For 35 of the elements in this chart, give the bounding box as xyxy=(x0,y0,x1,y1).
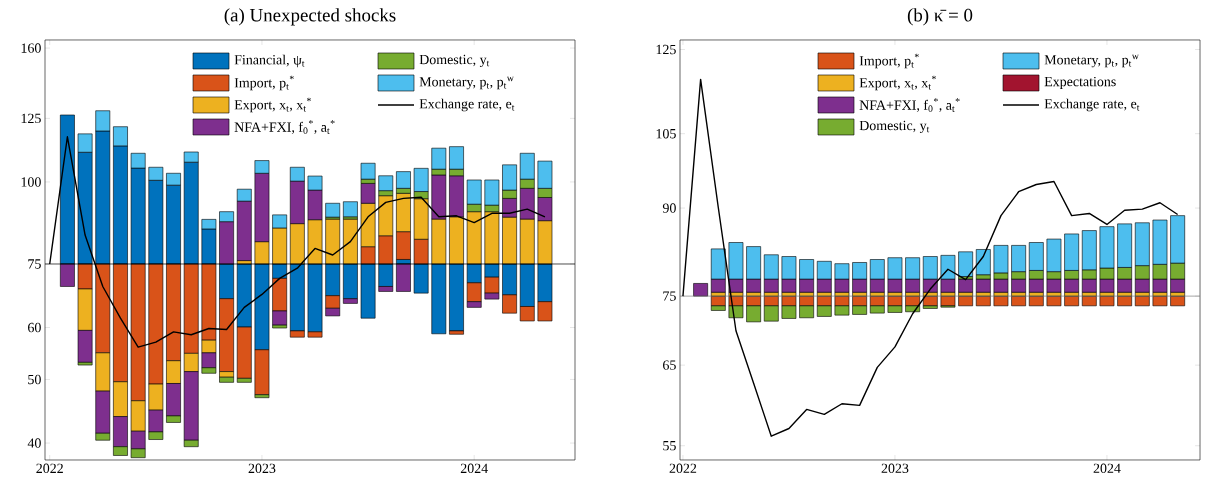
chart-title: (a) Unexpected shocks xyxy=(224,8,396,26)
legend-label: Export, x$_{t}$, x$_{t}$* xyxy=(859,75,936,91)
x-tick-label: 2022 xyxy=(669,463,697,474)
legend-label: Domestic, y$_{t}$ xyxy=(859,120,930,134)
legend-label: NFA+FXI, f$_{0}$$^{*}$, a$_{t}$* xyxy=(859,98,960,112)
legend-label: Import, p$_{t}$* xyxy=(234,75,294,91)
x-tick-label: 2024 xyxy=(1093,463,1121,474)
legend-label: Exchange rate, e$_{t}$ xyxy=(1044,98,1140,112)
legend-label: Monetary, p$_{t}$, p$_{t}$w xyxy=(1044,54,1139,68)
x-tick-label: 2022 xyxy=(36,463,63,474)
x-tick-label: 2023 xyxy=(881,463,909,474)
x-tick-label: 2024 xyxy=(460,463,488,474)
y-tick-label: 100 xyxy=(21,177,41,187)
chart-title: (b) κ̄ = 0 xyxy=(907,8,973,26)
x-tick-label: 2023 xyxy=(248,463,276,474)
legend-label: Import, p$_{t}$* xyxy=(859,53,919,69)
y-tick-label: 90 xyxy=(662,203,676,213)
y-tick-label: 50 xyxy=(28,374,41,385)
y-tick-label: 125 xyxy=(656,44,676,55)
y-tick-label: 60 xyxy=(28,322,41,333)
legend-label: Monetary, p$_{t}$, p$_{t}$w xyxy=(419,76,514,90)
y-tick-label: 75 xyxy=(28,259,41,269)
legend-label: Financial, ψ$_{t}$ xyxy=(234,54,305,68)
legend-label: Domestic, y$_{t}$ xyxy=(419,54,490,68)
y-tick-label: 125 xyxy=(21,113,41,124)
y-tick-label: 55 xyxy=(663,441,676,451)
legend-label: Expectations xyxy=(1044,76,1116,90)
y-tick-label: 75 xyxy=(663,291,676,301)
y-tick-label: 65 xyxy=(663,360,676,370)
legend-label: NFA+FXI, f$_{0}$$^{*}$, a$_{t}$* xyxy=(234,120,335,134)
legend-label: Export, x$_{t}$, x$_{t}$* xyxy=(234,97,311,113)
y-tick-label: 40 xyxy=(27,438,41,448)
y-tick-label: 160 xyxy=(21,43,41,53)
legend-label: Exchange rate, e$_{t}$ xyxy=(419,98,515,112)
y-tick-label: 105 xyxy=(656,128,676,139)
